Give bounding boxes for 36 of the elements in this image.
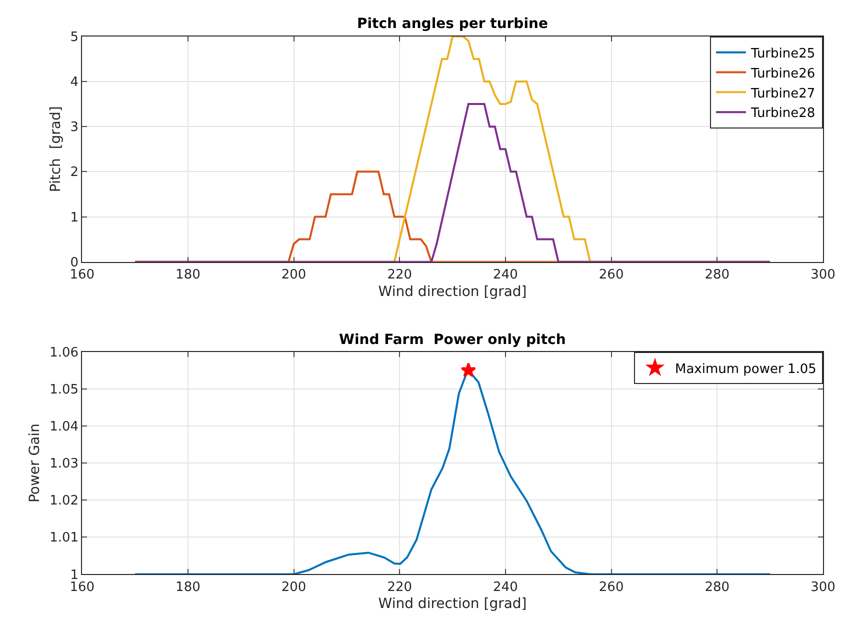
x-tick-label: 220 xyxy=(387,267,412,282)
x-tick-label: 220 xyxy=(387,580,412,595)
y-tick-label: 4 xyxy=(70,75,79,90)
x-axis-title: Wind direction [grad] xyxy=(378,284,527,300)
x-tick-label: 300 xyxy=(810,267,836,282)
y-tick-label: 1.01 xyxy=(50,530,79,546)
y-tick-label: 1 xyxy=(70,210,79,226)
y-tick-label: 5 xyxy=(70,30,79,45)
x-tick-label: 300 xyxy=(810,580,836,595)
y-tick-label: 2 xyxy=(70,165,79,180)
chart-title: Wind Farm Power only pitch xyxy=(339,332,566,348)
y-axis-title: Pitch [grad] xyxy=(48,106,64,192)
y-tick-label: 1.06 xyxy=(50,345,79,360)
y-tick-label: 1.04 xyxy=(50,420,79,435)
legend-label: Maximum power 1.05 xyxy=(674,362,816,377)
x-tick-label: 260 xyxy=(598,580,624,595)
x-tick-label: 180 xyxy=(176,267,200,282)
x-tick-label: 200 xyxy=(281,580,306,595)
y-tick-label: 1.02 xyxy=(50,494,79,509)
x-tick-label: 200 xyxy=(281,267,306,282)
x-tick-label: 260 xyxy=(598,267,624,282)
legend-label: Turbine28 xyxy=(750,106,816,122)
y-axis-title: Power Gain xyxy=(27,424,44,503)
x-tick-label: 280 xyxy=(704,267,730,282)
legend-label: Turbine26 xyxy=(750,66,816,82)
x-tick-label: 240 xyxy=(493,267,518,282)
legend-label: Turbine25 xyxy=(750,46,816,62)
chart-title: Pitch angles per turbine xyxy=(357,16,548,32)
x-tick-label: 180 xyxy=(176,580,200,595)
y-tick-label: 3 xyxy=(70,120,79,136)
x-tick-label: 280 xyxy=(704,580,730,595)
x-axis-title: Wind direction [grad] xyxy=(378,596,527,612)
legend-label: Turbine27 xyxy=(750,86,816,102)
x-tick-label: 240 xyxy=(493,580,518,595)
y-tick-label: 1.03 xyxy=(50,456,79,472)
y-tick-label: 1.05 xyxy=(50,382,79,398)
